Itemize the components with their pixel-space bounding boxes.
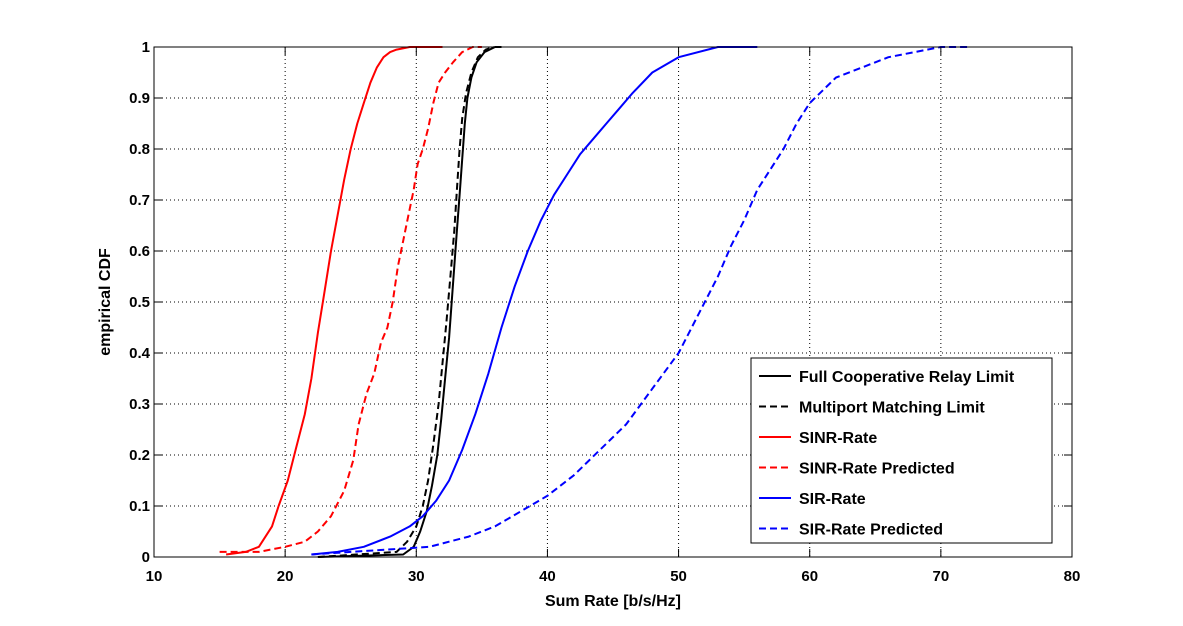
legend-box <box>750 357 1053 544</box>
series-line-1 <box>317 46 495 558</box>
y-tick-label: 0.3 <box>129 396 150 413</box>
series-line-2 <box>225 46 443 556</box>
legend-label-5: SIR-Rate Predicted <box>799 522 943 539</box>
axis-ticks: 10 20 30 40 50 60 70 80 0 0.1 0.2 0.3 0.4 0.5 0.6 0.7 0.… <box>129 39 1080 585</box>
x-tick-label: 30 <box>408 568 425 585</box>
legend-label-2: SINR-Rate <box>799 430 877 447</box>
legend: Full Cooperative Relay Limit Multiport Ma… <box>750 357 1053 544</box>
series-line-3 <box>219 46 482 553</box>
x-tick-label: 50 <box>670 568 687 585</box>
x-tick-label: 40 <box>539 568 556 585</box>
series-line-0 <box>317 46 502 558</box>
legend-label-4: SIR-Rate <box>799 491 866 508</box>
x-tick-label: 20 <box>277 568 294 585</box>
series-line-4 <box>311 46 758 556</box>
series-line-5 <box>311 46 968 556</box>
y-tick-label: 0.6 <box>129 243 150 260</box>
y-tick-label: 0.5 <box>129 294 150 311</box>
y-tick-label: 0.2 <box>129 447 150 464</box>
legend-label-1: Multiport Matching Limit <box>799 400 985 417</box>
y-tick-label: 0.1 <box>129 498 150 515</box>
x-axis-label: Sum Rate [b/s/Hz] <box>545 593 681 610</box>
x-tick-label: 70 <box>933 568 950 585</box>
legend-label-3: SINR-Rate Predicted <box>799 461 955 478</box>
y-tick-label: 1 <box>142 39 150 56</box>
x-tick-label: 60 <box>801 568 818 585</box>
legend-label-0: Full Cooperative Relay Limit <box>799 369 1015 386</box>
y-tick-label: 0.7 <box>129 192 150 209</box>
x-tick-label: 80 <box>1064 568 1081 585</box>
y-tick-label: 0.9 <box>129 90 150 107</box>
y-tick-label: 0.4 <box>129 345 151 362</box>
series-lines <box>219 46 968 558</box>
y-axis-label: empirical CDF <box>97 248 114 356</box>
y-tick-label: 0 <box>142 549 150 566</box>
x-tick-label: 10 <box>146 568 163 585</box>
y-tick-label: 0.8 <box>129 141 150 158</box>
